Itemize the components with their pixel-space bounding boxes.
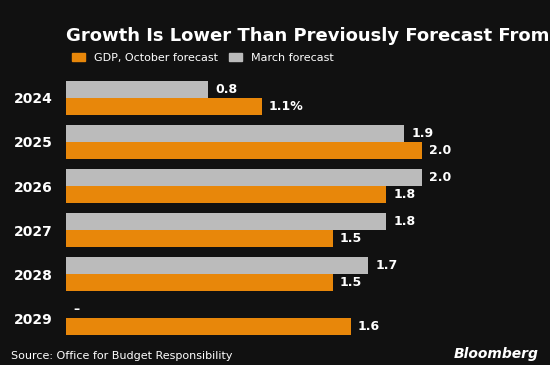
Bar [66, 125, 404, 142]
Text: 1.8: 1.8 [393, 215, 415, 228]
Text: 1.1%: 1.1% [269, 100, 304, 113]
Legend: GDP, October forecast, March forecast: GDP, October forecast, March forecast [72, 53, 334, 63]
Text: 1.5: 1.5 [340, 276, 362, 289]
Text: 1.6: 1.6 [358, 320, 380, 333]
Bar [66, 142, 422, 159]
Text: 2.0: 2.0 [429, 144, 451, 157]
Bar [66, 186, 386, 203]
Bar [66, 169, 422, 186]
Text: Growth Is Lower Than Previously Forecast From 2026: Growth Is Lower Than Previously Forecast… [66, 27, 550, 45]
Text: 0.8: 0.8 [216, 83, 238, 96]
Bar [66, 213, 386, 230]
Bar [66, 81, 208, 98]
Bar [66, 274, 333, 291]
Bar [66, 98, 262, 115]
Bar [66, 257, 368, 274]
Text: 1.9: 1.9 [411, 127, 433, 140]
Text: 1.8: 1.8 [393, 188, 415, 201]
Bar [66, 318, 350, 335]
Text: Source: Office for Budget Responsibility: Source: Office for Budget Responsibility [11, 351, 233, 361]
Text: 1.7: 1.7 [376, 259, 398, 272]
Text: 2.0: 2.0 [429, 171, 451, 184]
Bar [66, 230, 333, 247]
Text: 1.5: 1.5 [340, 232, 362, 245]
Text: Bloomberg: Bloomberg [454, 347, 539, 361]
Text: –: – [73, 303, 79, 316]
